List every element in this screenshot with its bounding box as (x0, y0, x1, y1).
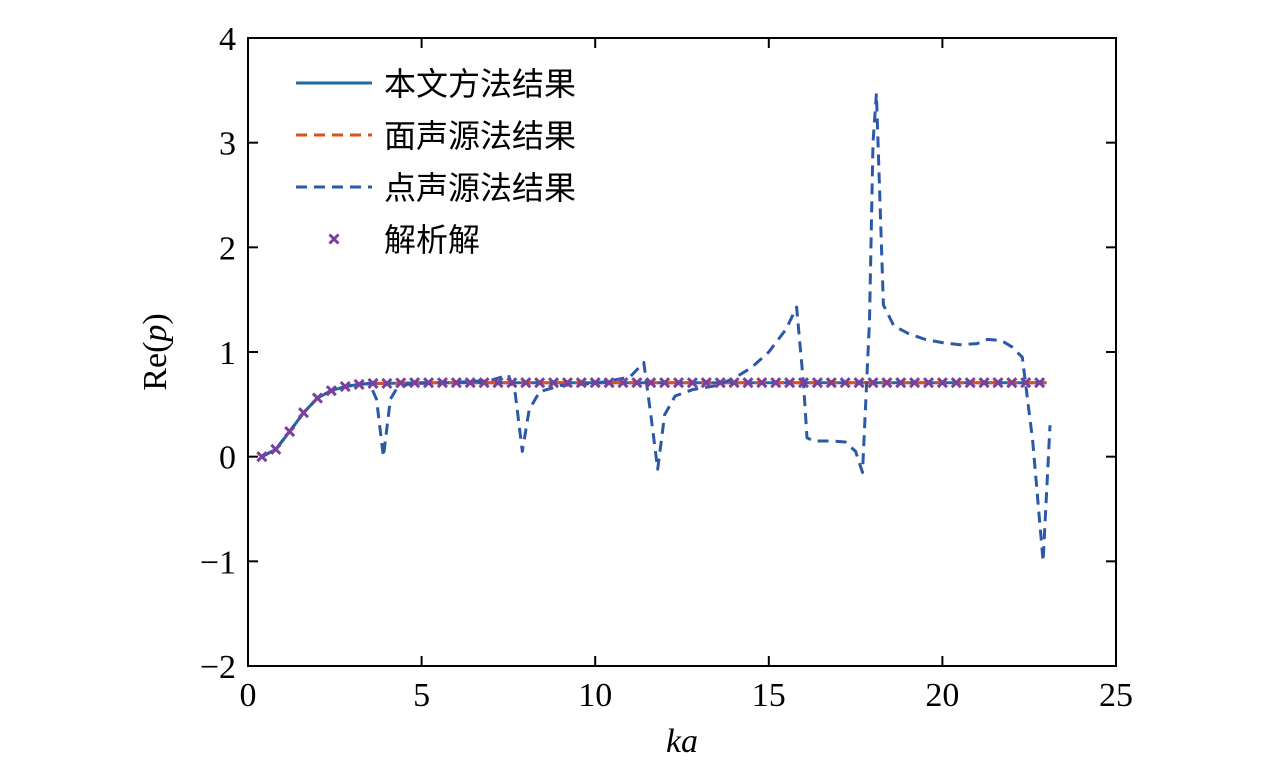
data-point-marker (728, 377, 740, 389)
legend-label: 面声源法结果 (384, 117, 576, 155)
data-point-marker (506, 377, 518, 389)
series-markers-4 (256, 377, 1046, 463)
data-point-marker (700, 377, 712, 389)
data-point-marker (270, 443, 282, 455)
data-point-marker (464, 377, 476, 389)
data-point-marker (825, 377, 837, 389)
data-point-marker (895, 377, 907, 389)
data-point-marker (603, 377, 615, 389)
series-line-2 (261, 381, 1047, 459)
legend-marker (328, 233, 340, 245)
data-point-marker (339, 380, 351, 393)
data-point-marker (1006, 377, 1018, 389)
data-point-marker (811, 377, 823, 389)
data-point-marker (409, 377, 421, 389)
data-point-marker (256, 451, 268, 463)
y-tick-label: 4 (219, 21, 236, 58)
data-point-marker (617, 377, 629, 389)
data-point-marker (547, 377, 560, 389)
data-point-marker (589, 377, 601, 389)
y-axis-label: Re(p) (137, 313, 174, 390)
plot-area (256, 92, 1052, 563)
data-point-marker (325, 385, 337, 397)
x-tick-label: 20 (925, 677, 959, 714)
x-tick-label: 25 (1099, 677, 1133, 714)
data-point-marker (672, 377, 685, 389)
data-point-marker (756, 377, 768, 389)
x-tick-label: 15 (752, 677, 786, 714)
data-point-marker (478, 377, 490, 389)
data-point-marker (395, 377, 407, 389)
legend-entry-4: 解析解 (328, 221, 480, 259)
data-point-marker (422, 377, 435, 389)
series-group (256, 92, 1052, 563)
data-point-marker (450, 377, 462, 389)
y-tick-label: −2 (200, 649, 236, 686)
data-point-marker (534, 377, 546, 389)
axes: 0 5 10 15 20 25 −2 −1 0 1 2 3 4 (200, 21, 1133, 714)
data-point-marker (311, 392, 324, 404)
data-point-marker (631, 377, 643, 389)
legend-entry-2: 面声源法结果 (296, 117, 576, 155)
series-line-1 (261, 381, 1047, 459)
data-point-marker (492, 377, 504, 389)
y-tick-label: 3 (219, 126, 236, 163)
x-tick-label: 5 (413, 677, 430, 714)
data-point-marker (936, 377, 948, 389)
data-point-marker (867, 377, 879, 389)
data-point-marker (964, 377, 976, 389)
data-point-marker (770, 377, 782, 389)
data-point-marker (353, 378, 365, 391)
data-point-marker (575, 377, 587, 389)
y-tick-label: 1 (219, 335, 236, 372)
data-point-marker (1020, 377, 1032, 389)
data-point-marker (561, 377, 573, 389)
data-point-marker (284, 425, 296, 438)
y-tick-label: −1 (200, 544, 236, 581)
x-tick-label: 10 (578, 677, 612, 714)
legend-label: 点声源法结果 (384, 169, 576, 207)
data-point-marker (367, 377, 379, 389)
data-point-marker (784, 377, 796, 389)
data-point-marker (881, 377, 893, 389)
x-axis-label: ka (666, 723, 698, 760)
data-point-marker (950, 377, 962, 389)
data-point-marker (381, 377, 393, 389)
data-point-marker (1034, 377, 1046, 389)
data-point-marker (797, 377, 810, 389)
legend-label: 本文方法结果 (384, 65, 576, 103)
data-point-marker (922, 377, 935, 389)
data-point-marker (714, 377, 726, 389)
data-point-marker (436, 377, 448, 389)
data-point-marker (520, 377, 532, 389)
data-point-marker (742, 377, 754, 389)
data-point-marker (297, 407, 310, 419)
data-point-marker (992, 377, 1004, 389)
legend-label: 解析解 (384, 221, 480, 259)
legend-entry-3: 点声源法结果 (296, 169, 576, 207)
data-point-marker (978, 377, 990, 389)
series-line-3 (261, 92, 1052, 563)
data-point-marker (645, 377, 657, 389)
data-point-marker (909, 377, 921, 389)
data-point-marker (686, 377, 698, 389)
plot-frame (247, 37, 1117, 667)
data-point-marker (839, 377, 851, 389)
y-tick-label: 2 (219, 230, 236, 267)
data-point-marker (659, 377, 671, 389)
x-tick-label: 0 (240, 677, 257, 714)
y-tick-label: 0 (219, 440, 236, 477)
legend-entry-1: 本文方法结果 (296, 65, 576, 103)
data-point-marker (853, 377, 865, 389)
